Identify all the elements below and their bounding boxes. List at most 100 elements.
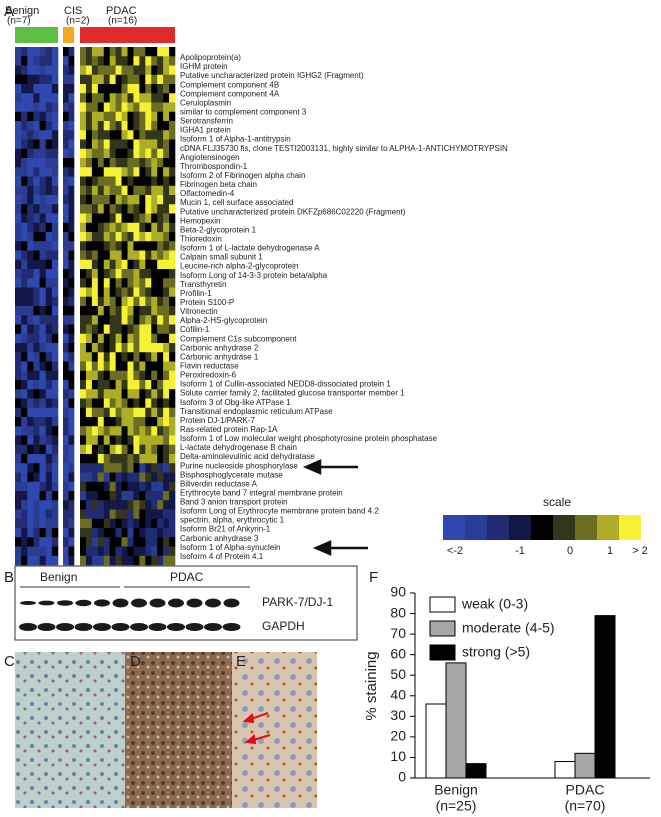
heatmap-cell [63, 315, 69, 325]
heatmap-cell [139, 389, 146, 399]
legend-swatch [429, 596, 456, 613]
heatmap-cell [85, 259, 93, 270]
protein-label: IGHA1 protein [180, 126, 231, 135]
heatmap-cell [169, 306, 176, 316]
heatmap-cell [127, 139, 134, 150]
heatmap-cell [39, 232, 47, 242]
heatmap-cell [163, 361, 170, 372]
heatmap-cell [85, 93, 93, 103]
heatmap-cell [27, 167, 34, 177]
heatmap-cell [85, 148, 93, 159]
heatmap-cell [80, 463, 87, 473]
heatmap-cell [103, 111, 110, 122]
heatmap-cell [51, 121, 59, 131]
heatmap-cell [157, 296, 164, 307]
heatmap-cell [127, 426, 134, 436]
heatmap-cell [91, 315, 99, 325]
heatmap-cell [39, 185, 47, 196]
heatmap-cell [85, 435, 93, 446]
protein-label: Leucine-rich alpha-2-glycoprotein [180, 262, 298, 271]
heatmap-cell [97, 463, 105, 473]
blot-band-label: GAPDH [262, 619, 305, 633]
heatmap-cell [97, 389, 105, 399]
heatmap-cell [163, 222, 170, 233]
heatmap-cell [39, 435, 47, 446]
heatmap-cell [80, 241, 87, 251]
heatmap-cell [121, 324, 128, 335]
heatmap-cell [103, 537, 110, 547]
heatmap-cell [51, 148, 59, 159]
heatmap-cell [27, 65, 34, 76]
heatmap-cell [15, 139, 22, 150]
heatmap-cell [63, 296, 69, 307]
group-bar [63, 27, 74, 43]
heatmap-cell [139, 537, 146, 547]
heatmap-cell [109, 287, 116, 298]
heatmap-cell [45, 491, 53, 501]
heatmap-cell [103, 167, 110, 177]
heatmap-cell [39, 454, 47, 464]
heatmap-cell [109, 333, 116, 344]
heatmap-cell [139, 491, 146, 501]
heatmap-cell [151, 472, 158, 483]
heatmap-cell [145, 555, 152, 566]
heatmap-cell [109, 380, 116, 390]
heatmap-cell [169, 102, 176, 113]
heatmap-cell [103, 389, 110, 399]
heatmap-cell [133, 56, 140, 66]
heatmap-cell [33, 426, 40, 436]
heatmap-cell [85, 555, 93, 566]
heatmap-cell [115, 65, 122, 76]
protein-label: Protein S100-P [180, 298, 234, 307]
heatmap-cell [21, 444, 28, 455]
heatmap-cell [63, 213, 69, 224]
heatmap-cell [51, 546, 59, 557]
heatmap-cell [68, 444, 75, 455]
heatmap-cell [109, 185, 116, 196]
heatmap-cell [163, 444, 170, 455]
heatmap-cell [91, 296, 99, 307]
heatmap-cell [63, 324, 69, 335]
heatmap-cell [97, 287, 105, 298]
heatmap-cell [27, 509, 34, 520]
heatmap-cell [121, 176, 128, 187]
scale-swatch [509, 515, 531, 540]
heatmap-cell [15, 333, 22, 344]
heatmap-cell [139, 148, 146, 159]
heatmap-cell [68, 500, 75, 510]
heatmap-cell [103, 130, 110, 140]
heatmap-cell [139, 250, 146, 261]
heatmap-cell [80, 398, 87, 409]
heatmap-cell [145, 435, 152, 446]
heatmap-cell [145, 361, 152, 372]
heatmap-cell [33, 546, 40, 557]
heatmap-cell [80, 407, 87, 418]
heatmap-cell [145, 389, 152, 399]
heatmap-cell [97, 518, 105, 529]
group-n: (n=7) [7, 16, 31, 27]
heatmap-cell [157, 333, 164, 344]
heatmap-cell [85, 213, 93, 224]
heatmap-cell [27, 472, 34, 483]
heatmap-cell [121, 65, 128, 76]
heatmap-cell [15, 185, 22, 196]
heatmap-cell [103, 352, 110, 362]
heatmap-cell [133, 417, 140, 427]
heatmap-cell [68, 56, 75, 66]
heatmap-cell [91, 333, 99, 344]
heatmap-cell [39, 370, 47, 381]
image-arrows [242, 712, 271, 745]
heatmap-cell [27, 361, 34, 372]
heatmap-cell [157, 278, 164, 288]
heatmap-cell [109, 56, 116, 66]
heatmap-cell [63, 481, 69, 492]
heatmap-cell [115, 463, 122, 473]
heatmap-cell [21, 232, 28, 242]
heatmap-cell [127, 158, 134, 168]
heatmap-cell [91, 509, 99, 520]
heatmap-cell [145, 296, 152, 307]
heatmap-cell [68, 241, 75, 251]
heatmap-cell [151, 148, 158, 159]
heatmap-cell [45, 417, 53, 427]
heatmap-cell [151, 176, 158, 187]
